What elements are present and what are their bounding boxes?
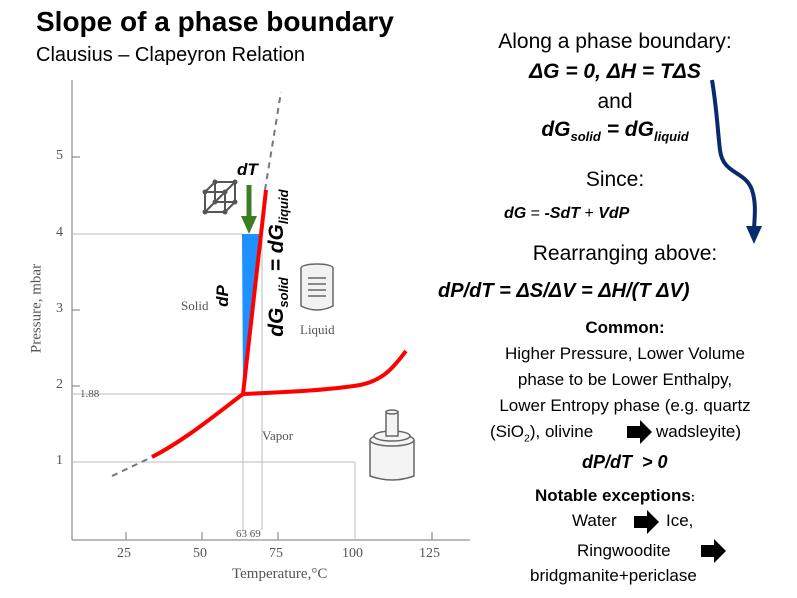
right-arrow-icon <box>627 420 726 563</box>
crystal-lattice-icon <box>204 181 236 213</box>
y-tick-label: 2 <box>56 377 63 392</box>
triple-point-temps: 63 69 <box>236 528 261 540</box>
dp-label: dP <box>212 285 232 307</box>
solid-vapor-boundary <box>151 392 245 459</box>
region-liquid-label: Liquid <box>300 322 335 337</box>
dt-label: dT <box>237 160 258 179</box>
page-title: Slope of a phase boundary <box>36 6 394 37</box>
boundary-equation: ΔG = 0, ΔH = TΔS <box>529 60 701 83</box>
boundary-heading: Along a phase boundary: <box>498 30 732 53</box>
dg-equality: dGsolid = dGliquid <box>541 118 689 145</box>
since-text: Since: <box>585 168 645 191</box>
triple-point-pressure: 1.88 <box>80 388 100 400</box>
x-tick-label: 25 <box>117 546 131 561</box>
x-tick-label: 100 <box>342 546 363 561</box>
dg-equality-label: dGsolid = dGliquid <box>264 189 292 337</box>
curved-arrow <box>710 79 757 233</box>
gibbs-differential: dG = -SdT + VdP <box>504 205 630 222</box>
clapeyron-equation: dP/dT = ΔS/ΔV = ΔH/(T ΔV) <box>438 280 690 302</box>
page-subtitle: Clausius – Clapeyron Relation <box>36 44 306 66</box>
common-line-end: wadsleyite) <box>656 422 742 441</box>
rearranging-text: Rearranging above: <box>532 242 718 265</box>
liquid-vapor-boundary <box>242 349 408 396</box>
exception-bridgmanite: bridgmanite+periclase <box>530 566 697 585</box>
y-axis-label: Pressure, mbar <box>28 263 45 354</box>
positive-slope: dP/dT > 0 <box>582 452 668 472</box>
y-tick-label: 3 <box>56 301 63 316</box>
common-line: Higher Pressure, Lower Volume <box>504 344 745 363</box>
exception-water: Water <box>572 511 617 530</box>
exception-ringwoodite: Ringwoodite <box>577 541 671 560</box>
piston-cylinder-icon <box>369 409 415 481</box>
region-vapor-label: Vapor <box>262 428 294 443</box>
common-line: phase to be Lower Enthalpy, <box>517 370 733 389</box>
curved-arrow-head <box>746 226 762 244</box>
y-tick-label: 5 <box>56 148 63 163</box>
y-tick-label: 1 <box>56 453 63 468</box>
x-tick-label: 50 <box>193 546 207 561</box>
dt-arrow-head <box>241 216 257 234</box>
common-heading: Common: <box>585 318 665 337</box>
x-tick-label: 75 <box>269 546 283 561</box>
beaker-icon <box>300 263 334 311</box>
exception-ice: Ice, <box>666 511 694 530</box>
and-text: and <box>597 90 633 113</box>
x-axis-label: Temperature,°C <box>232 566 328 582</box>
region-solid-label: Solid <box>181 298 209 313</box>
common-line: (SiO2), olivine <box>490 422 594 445</box>
exceptions-heading: Notable exceptions: <box>535 486 695 505</box>
y-tick-label: 4 <box>56 225 63 240</box>
common-line: Lower Entropy phase (e.g. quartz <box>499 396 751 415</box>
x-tick-label: 125 <box>419 546 440 561</box>
solid-liquid-boundary <box>241 189 268 395</box>
